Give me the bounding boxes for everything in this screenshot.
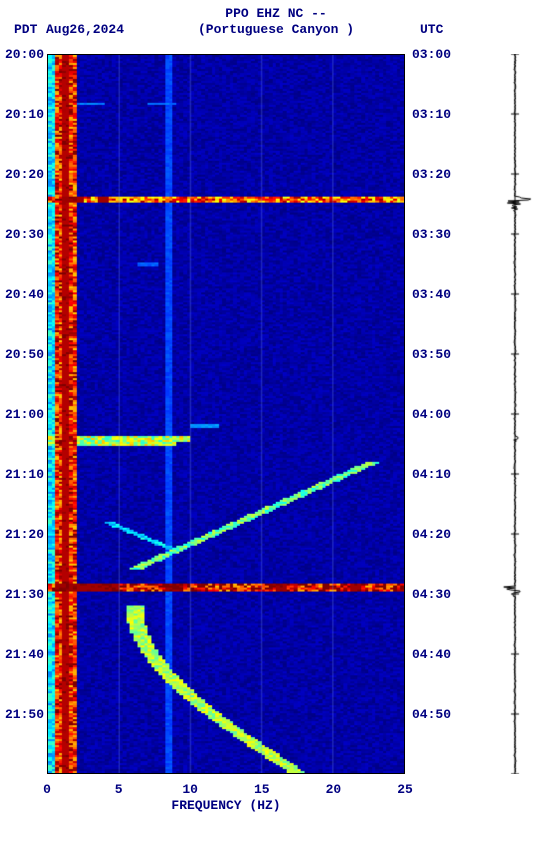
seismogram-canvas [490, 54, 540, 774]
station-title: PPO EHZ NC -- [0, 6, 552, 21]
ytick-left: 20:20 [4, 167, 44, 182]
xtick: 0 [43, 782, 51, 797]
spectrogram-canvas [48, 55, 404, 773]
ytick-left: 21:20 [4, 527, 44, 542]
ytick-left: 21:40 [4, 647, 44, 662]
ytick-right: 03:50 [412, 347, 451, 362]
ytick-left: 20:50 [4, 347, 44, 362]
x-axis-label: FREQUENCY (HZ) [47, 798, 405, 813]
ytick-left: 21:50 [4, 707, 44, 722]
ytick-left: 21:30 [4, 587, 44, 602]
xtick: 10 [182, 782, 198, 797]
ytick-left: 20:00 [4, 47, 44, 62]
ytick-left: 20:10 [4, 107, 44, 122]
ytick-right: 04:30 [412, 587, 451, 602]
xtick: 25 [397, 782, 413, 797]
ytick-right: 04:00 [412, 407, 451, 422]
ytick-left: 21:00 [4, 407, 44, 422]
ytick-right: 03:00 [412, 47, 451, 62]
ytick-left: 20:40 [4, 287, 44, 302]
ytick-right: 04:40 [412, 647, 451, 662]
seismogram-panel [490, 54, 540, 774]
ytick-left: 21:10 [4, 467, 44, 482]
xtick: 15 [254, 782, 270, 797]
ytick-right: 04:50 [412, 707, 451, 722]
ytick-right: 03:30 [412, 227, 451, 242]
xtick: 20 [326, 782, 342, 797]
xtick: 5 [115, 782, 123, 797]
ytick-right: 03:40 [412, 287, 451, 302]
left-tz-label: PDT [14, 22, 37, 37]
ytick-left: 20:30 [4, 227, 44, 242]
date-label: Aug26,2024 [46, 22, 124, 37]
ytick-right: 03:20 [412, 167, 451, 182]
ytick-right: 04:20 [412, 527, 451, 542]
spectrogram-plot [47, 54, 405, 774]
ytick-right: 04:10 [412, 467, 451, 482]
right-tz-label: UTC [420, 22, 443, 37]
ytick-right: 03:10 [412, 107, 451, 122]
